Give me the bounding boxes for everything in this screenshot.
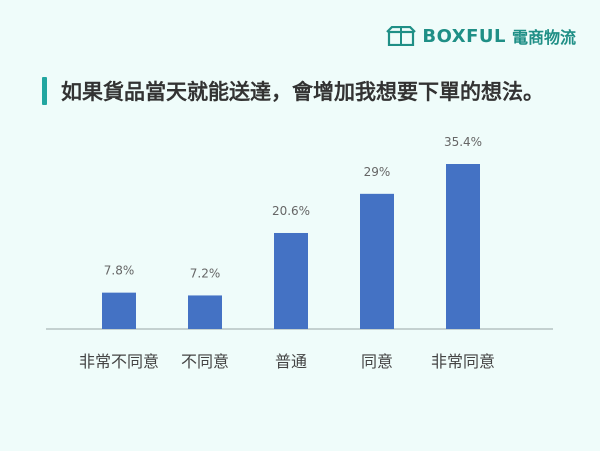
title-accent-bar	[42, 77, 47, 105]
box-icon	[386, 26, 417, 46]
data-label-2: 7.2%	[190, 266, 221, 280]
brand-subtitle: 電商物流	[511, 28, 576, 47]
category-label-5: 非常同意	[431, 352, 495, 371]
category-label-1: 非常不同意	[79, 352, 159, 371]
brand-name: BOXFUL	[422, 25, 506, 47]
bar-1	[102, 292, 136, 329]
data-label-3: 20.6%	[272, 204, 310, 218]
bar-5	[446, 164, 480, 329]
data-label-5: 35.4%	[444, 135, 482, 149]
category-label-2: 不同意	[181, 352, 229, 371]
data-label-1: 7.8%	[104, 264, 135, 278]
bar-3	[274, 232, 308, 329]
chart-title-block: 如果貨品當天就能送達，會增加我想要下單的想法。	[42, 76, 544, 106]
chart-title: 如果貨品當天就能送達，會增加我想要下單的想法。	[61, 80, 544, 104]
category-label-3: 普通	[275, 352, 307, 371]
bar-2	[188, 295, 222, 329]
data-label-4: 29%	[364, 165, 391, 179]
bar-4	[360, 193, 394, 329]
category-label-4: 同意	[361, 352, 393, 371]
brand-logo: BOXFUL 電商物流	[386, 24, 576, 48]
